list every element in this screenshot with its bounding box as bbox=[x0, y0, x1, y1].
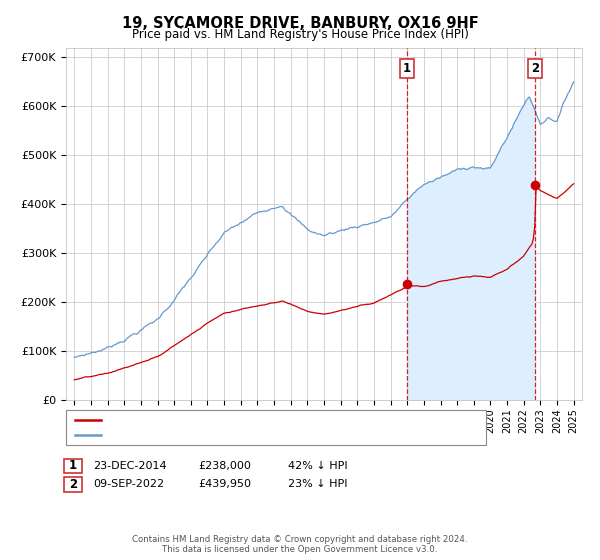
Text: £439,950: £439,950 bbox=[198, 479, 251, 489]
Text: 2: 2 bbox=[531, 62, 539, 75]
Text: Price paid vs. HM Land Registry's House Price Index (HPI): Price paid vs. HM Land Registry's House … bbox=[131, 28, 469, 41]
Text: HPI: Average price, detached house, Cherwell: HPI: Average price, detached house, Cher… bbox=[106, 431, 344, 441]
Text: 19, SYCAMORE DRIVE, BANBURY, OX16 9HF: 19, SYCAMORE DRIVE, BANBURY, OX16 9HF bbox=[122, 16, 478, 31]
Text: 1: 1 bbox=[69, 459, 77, 473]
Text: This data is licensed under the Open Government Licence v3.0.: This data is licensed under the Open Gov… bbox=[163, 545, 437, 554]
Text: 09-SEP-2022: 09-SEP-2022 bbox=[93, 479, 164, 489]
Text: 23-DEC-2014: 23-DEC-2014 bbox=[93, 461, 167, 471]
Text: Contains HM Land Registry data © Crown copyright and database right 2024.: Contains HM Land Registry data © Crown c… bbox=[132, 535, 468, 544]
Text: 1: 1 bbox=[403, 62, 411, 75]
Text: £238,000: £238,000 bbox=[198, 461, 251, 471]
Text: 23% ↓ HPI: 23% ↓ HPI bbox=[288, 479, 347, 489]
Text: 42% ↓ HPI: 42% ↓ HPI bbox=[288, 461, 347, 471]
Text: 2: 2 bbox=[69, 478, 77, 491]
Text: 19, SYCAMORE DRIVE, BANBURY, OX16 9HF (detached house): 19, SYCAMORE DRIVE, BANBURY, OX16 9HF (d… bbox=[106, 415, 427, 425]
